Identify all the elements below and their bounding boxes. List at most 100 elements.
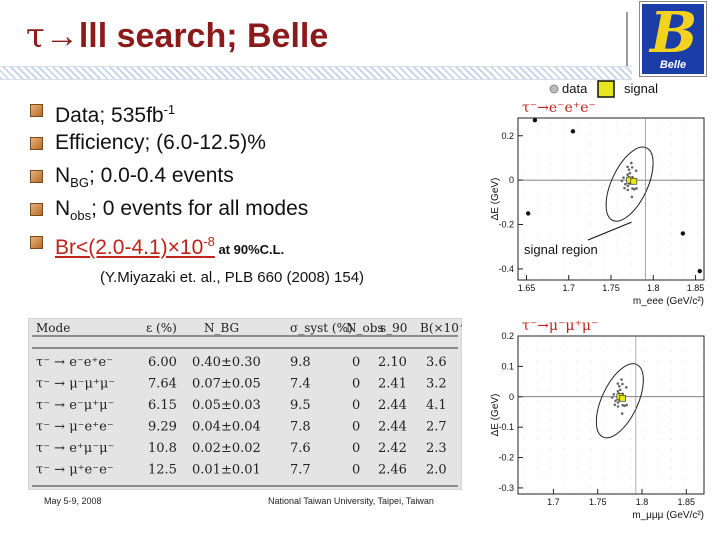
- signal-mc-point: [623, 404, 626, 408]
- plot-background-dot: [523, 183, 525, 185]
- plot-background-dot: [630, 468, 632, 470]
- plot-background-dot: [563, 419, 565, 421]
- plot-background-dot: [684, 203, 686, 205]
- plot-background-dot: [523, 380, 525, 382]
- plot-background-dot: [643, 143, 645, 145]
- plot-background-dot: [577, 390, 579, 392]
- table-cell: 2.7: [426, 420, 447, 435]
- x-tick-label: 1.75: [589, 497, 607, 507]
- plot-background-dot: [563, 341, 565, 343]
- plot-background-dot: [523, 243, 525, 245]
- plot-background-dot: [550, 213, 552, 215]
- plot-background-dot: [657, 193, 659, 195]
- plot-background-dot: [577, 360, 579, 362]
- plot-background-dot: [536, 173, 538, 175]
- plot-background-dot: [550, 163, 552, 165]
- plot-background-dot: [590, 183, 592, 185]
- plot-background-dot: [577, 153, 579, 155]
- plot-background-dot: [643, 477, 645, 479]
- plot-background-dot: [577, 438, 579, 440]
- signal-ellipse: [605, 146, 654, 222]
- plot-background-dot: [643, 370, 645, 372]
- table-cell: 0.05±0.03: [192, 398, 261, 413]
- plot-background-dot: [670, 458, 672, 460]
- plot-background-dot: [577, 183, 579, 185]
- y-tick-label: -0.1: [498, 422, 514, 432]
- plot-background-dot: [550, 487, 552, 489]
- plot-background-dot: [523, 213, 525, 215]
- plot-background-dot: [523, 203, 525, 205]
- plot-ylabel: ΔE (GeV): [490, 394, 501, 437]
- plot-background-dot: [684, 253, 686, 255]
- table-cell: 0.40±0.30: [192, 355, 261, 370]
- plot-background-dot: [684, 380, 686, 382]
- plot-background-dot: [523, 193, 525, 195]
- plot-background-dot: [697, 163, 699, 165]
- plot-background-dot: [550, 223, 552, 225]
- plot-background-dot: [630, 351, 632, 353]
- table-cell: τ⁻ → e⁻μ⁺μ⁻: [36, 398, 114, 413]
- plot-background-dot: [630, 448, 632, 450]
- plot-background-dot: [523, 468, 525, 470]
- plot-background-dot: [577, 399, 579, 401]
- plot-background-dot: [630, 123, 632, 125]
- plot-background-dot: [630, 203, 632, 205]
- data-point: [680, 231, 686, 236]
- plot-background-dot: [657, 448, 659, 450]
- plot-background-dot: [536, 351, 538, 353]
- plot-background-dot: [536, 193, 538, 195]
- plot-background-dot: [577, 448, 579, 450]
- plot-background-dot: [684, 458, 686, 460]
- plot-background-dot: [617, 341, 619, 343]
- plot-background-dot: [657, 163, 659, 165]
- plot-background-dot: [684, 133, 686, 135]
- signal-mc-point: [621, 382, 624, 386]
- plot-background-dot: [577, 163, 579, 165]
- plot-background-dot: [684, 341, 686, 343]
- signal-mc-point: [614, 399, 617, 403]
- plot-background-dot: [630, 409, 632, 411]
- plot-title: τ⁻→e⁻e⁺e⁻: [522, 100, 596, 116]
- belle-logo-letter: B: [650, 0, 698, 66]
- plot-background-dot: [603, 429, 605, 431]
- plot-background-dot: [670, 253, 672, 255]
- table-cell: 2.0: [426, 463, 447, 478]
- plot-background-dot: [590, 223, 592, 225]
- signal-mc-point: [629, 161, 633, 165]
- plot-background-dot: [550, 399, 552, 401]
- plot-background-dot: [590, 390, 592, 392]
- plot-legend: data signal: [549, 80, 658, 98]
- plot-background-dot: [697, 123, 699, 125]
- plot-background-dot: [563, 429, 565, 431]
- table-cell: 7.4: [290, 377, 311, 392]
- signal-mc-point: [624, 182, 627, 186]
- plot-background-dot: [697, 173, 699, 175]
- plot-background-dot: [684, 419, 686, 421]
- plot-background-dot: [523, 390, 525, 392]
- plot-background-dot: [523, 123, 525, 125]
- plot-background-dot: [563, 243, 565, 245]
- plot-background-dot: [590, 163, 592, 165]
- plot-background-dot: [697, 153, 699, 155]
- plot-background-dot: [550, 133, 552, 135]
- plot-background-dot: [590, 458, 592, 460]
- plot-background-dot: [617, 123, 619, 125]
- plot-background-dot: [550, 429, 552, 431]
- plot-background-dot: [603, 370, 605, 372]
- plot-background-dot: [657, 370, 659, 372]
- belle-logo: B Belle: [640, 0, 706, 76]
- plot-background-dot: [657, 390, 659, 392]
- plot-background-dot: [643, 163, 645, 165]
- table-cell: τ⁻ → e⁺μ⁻μ⁻: [36, 441, 114, 456]
- plot-background-dot: [617, 487, 619, 489]
- table-cell: 0: [352, 377, 360, 392]
- plot-background-dot: [697, 253, 699, 255]
- plot-background-dot: [536, 133, 538, 135]
- table-cell: 9.5: [290, 398, 311, 413]
- plot-background-dot: [657, 458, 659, 460]
- plot-background-dot: [617, 458, 619, 460]
- plot-background-dot: [684, 351, 686, 353]
- table-cell: 2.41: [378, 377, 407, 392]
- table-cell: τ⁻ → μ⁺e⁻e⁻: [36, 463, 114, 478]
- x-tick-label: 1.85: [687, 283, 705, 293]
